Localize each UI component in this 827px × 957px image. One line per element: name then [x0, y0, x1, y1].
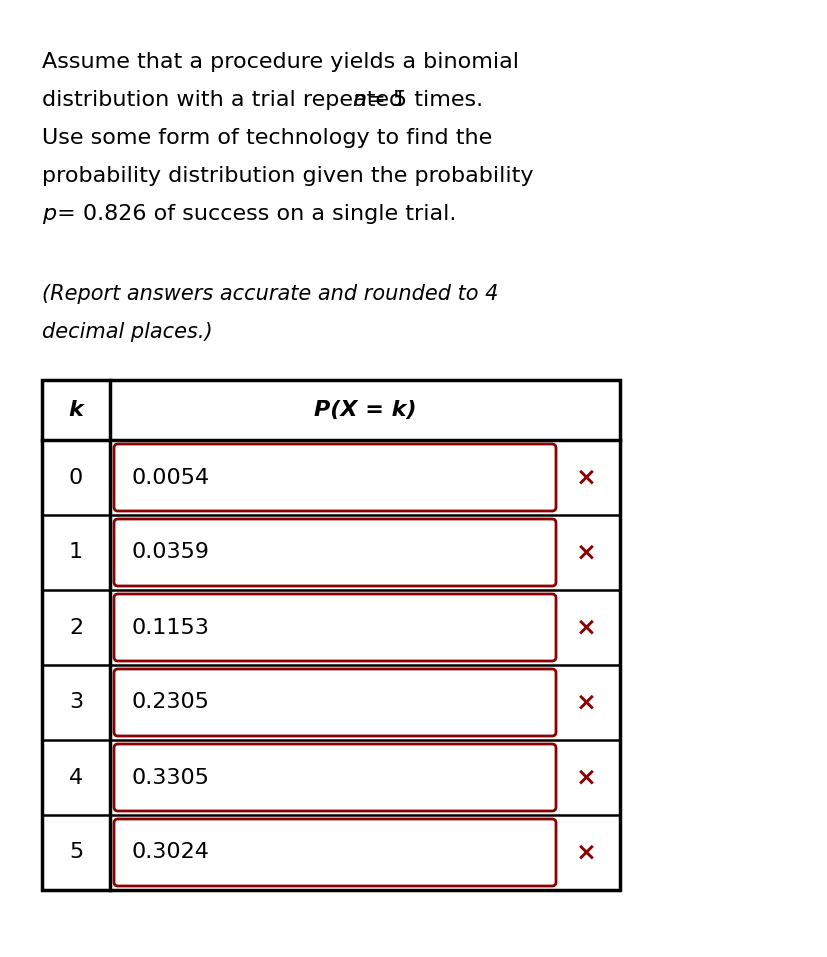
- Text: ×: ×: [575, 615, 595, 639]
- Text: 0.1153: 0.1153: [131, 617, 209, 637]
- Text: Use some form of technology to find the: Use some form of technology to find the: [42, 128, 492, 148]
- Text: 0.3024: 0.3024: [131, 842, 209, 862]
- Text: 2: 2: [69, 617, 83, 637]
- Text: 3: 3: [69, 693, 83, 713]
- Text: 0.0359: 0.0359: [131, 543, 210, 563]
- Text: p: p: [42, 204, 56, 224]
- Text: = 0.826 of success on a single trial.: = 0.826 of success on a single trial.: [50, 204, 456, 224]
- Text: ×: ×: [575, 465, 595, 489]
- Text: 1: 1: [69, 543, 83, 563]
- Text: 0.0054: 0.0054: [131, 468, 210, 487]
- Text: P(X = k): P(X = k): [313, 400, 416, 420]
- Text: k: k: [69, 400, 84, 420]
- Text: 0.2305: 0.2305: [131, 693, 210, 713]
- Text: 0: 0: [69, 468, 83, 487]
- Bar: [42, 380, 619, 890]
- Text: ×: ×: [575, 840, 595, 864]
- Text: ×: ×: [575, 691, 595, 715]
- Text: = 5 times.: = 5 times.: [359, 90, 482, 110]
- Text: 5: 5: [69, 842, 83, 862]
- Text: decimal places.): decimal places.): [42, 322, 213, 342]
- Text: distribution with a trial repeated: distribution with a trial repeated: [42, 90, 409, 110]
- Text: (Report answers accurate and rounded to 4: (Report answers accurate and rounded to …: [42, 284, 498, 304]
- Text: 0.3305: 0.3305: [131, 768, 210, 788]
- Text: Assume that a procedure yields a binomial: Assume that a procedure yields a binomia…: [42, 52, 519, 72]
- Text: ×: ×: [575, 766, 595, 790]
- Text: ×: ×: [575, 541, 595, 565]
- Text: 4: 4: [69, 768, 83, 788]
- Text: probability distribution given the probability: probability distribution given the proba…: [42, 166, 533, 186]
- Text: n: n: [351, 90, 366, 110]
